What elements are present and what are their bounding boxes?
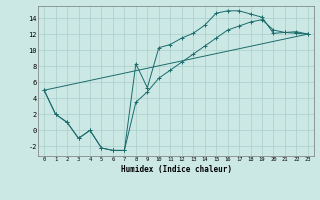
X-axis label: Humidex (Indice chaleur): Humidex (Indice chaleur) [121, 165, 231, 174]
